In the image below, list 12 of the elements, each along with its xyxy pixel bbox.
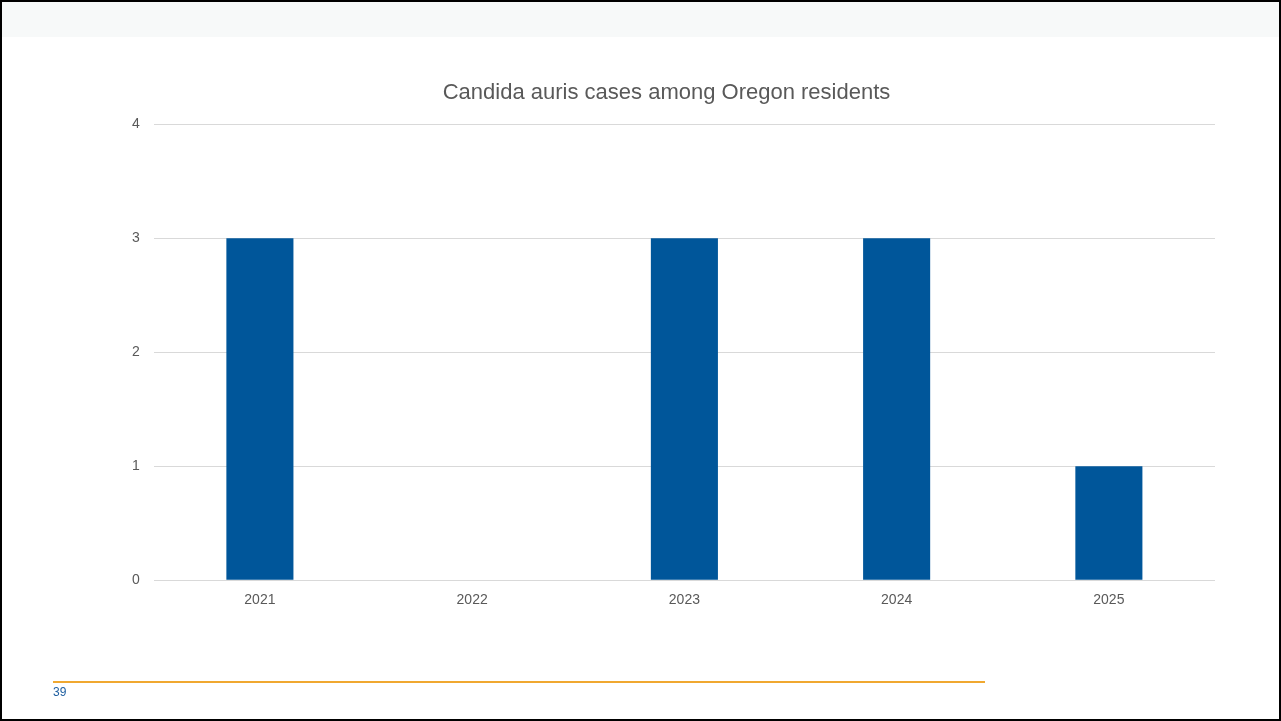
text: 39 <box>53 685 67 700</box>
y-tick-label: 1 <box>131 457 140 474</box>
x-tick-label: 2021 <box>244 591 276 608</box>
y-tick-label: 0 <box>131 571 140 588</box>
y-tick-label: 3 <box>131 229 140 246</box>
x-tick-label: 2025 <box>1093 591 1125 608</box>
x-tick-label: 2022 <box>456 591 488 608</box>
y-tick-label: 2 <box>131 343 140 360</box>
x-tick-label: 2024 <box>881 591 913 608</box>
x-tick-label: 2023 <box>668 591 701 608</box>
chart-title: Candida auris cases among Oregon residents <box>442 79 891 105</box>
y-tick-label: 4 <box>131 115 140 132</box>
